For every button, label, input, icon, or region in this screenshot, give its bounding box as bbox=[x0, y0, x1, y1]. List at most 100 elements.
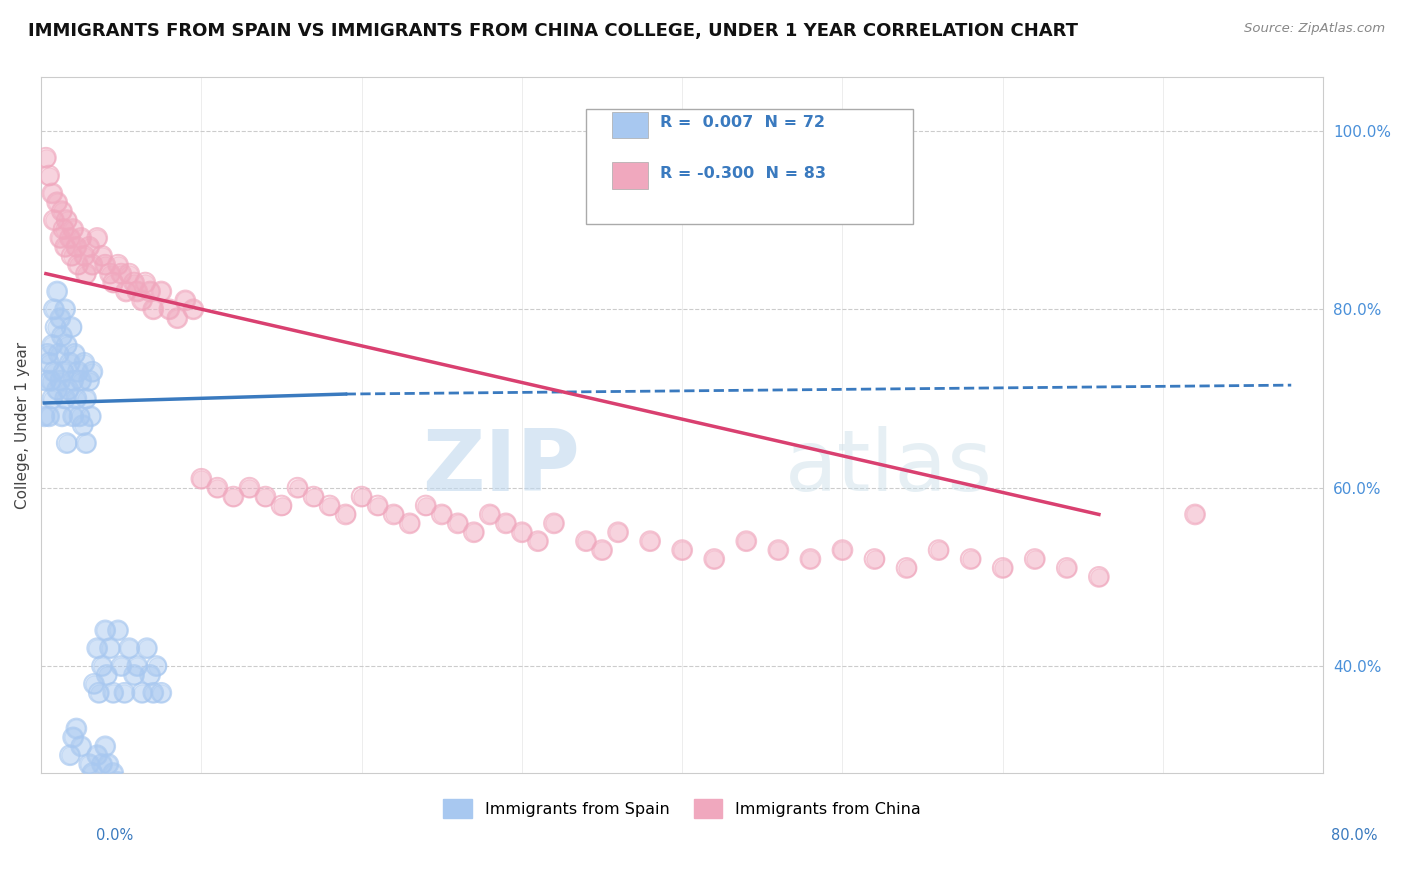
Point bbox=[638, 534, 661, 549]
Point bbox=[134, 276, 156, 290]
Point bbox=[671, 543, 693, 558]
Point bbox=[91, 757, 114, 772]
Point bbox=[150, 285, 173, 299]
Point bbox=[103, 766, 125, 780]
Point bbox=[350, 490, 373, 504]
Text: atlas: atlas bbox=[785, 425, 993, 508]
Point bbox=[55, 213, 77, 227]
Point bbox=[118, 267, 141, 281]
Point bbox=[543, 516, 565, 531]
Point bbox=[72, 418, 94, 433]
Text: IMMIGRANTS FROM SPAIN VS IMMIGRANTS FROM CHINA COLLEGE, UNDER 1 YEAR CORRELATION: IMMIGRANTS FROM SPAIN VS IMMIGRANTS FROM… bbox=[28, 22, 1078, 40]
Point bbox=[46, 383, 69, 397]
Point bbox=[75, 392, 97, 406]
Point bbox=[66, 258, 89, 272]
Text: Source: ZipAtlas.com: Source: ZipAtlas.com bbox=[1244, 22, 1385, 36]
Point bbox=[735, 534, 758, 549]
Point bbox=[118, 267, 141, 281]
Point bbox=[86, 641, 108, 656]
Point bbox=[44, 320, 66, 334]
Point bbox=[70, 231, 93, 245]
Point bbox=[103, 766, 125, 780]
Point bbox=[157, 302, 180, 317]
Point bbox=[77, 240, 100, 254]
Point bbox=[447, 516, 470, 531]
Point bbox=[55, 338, 77, 352]
Point bbox=[415, 499, 437, 513]
Point bbox=[114, 686, 136, 700]
Point bbox=[96, 668, 118, 682]
Point bbox=[39, 374, 62, 388]
Point bbox=[53, 240, 76, 254]
Point bbox=[150, 686, 173, 700]
Point bbox=[42, 213, 65, 227]
Point bbox=[48, 347, 70, 361]
Text: R =  0.007  N = 72: R = 0.007 N = 72 bbox=[661, 115, 825, 130]
Point bbox=[94, 258, 117, 272]
Point bbox=[75, 267, 97, 281]
Point bbox=[86, 641, 108, 656]
Point bbox=[270, 499, 292, 513]
Point bbox=[66, 365, 89, 379]
Point bbox=[139, 668, 162, 682]
Point bbox=[70, 374, 93, 388]
Point bbox=[86, 231, 108, 245]
Point bbox=[1088, 570, 1111, 584]
Point bbox=[238, 481, 260, 495]
Point bbox=[103, 276, 125, 290]
Point bbox=[302, 490, 325, 504]
Point bbox=[59, 748, 82, 763]
Y-axis label: College, Under 1 year: College, Under 1 year bbox=[15, 342, 30, 508]
Point bbox=[94, 739, 117, 754]
Point bbox=[60, 320, 83, 334]
Point bbox=[73, 356, 96, 370]
Point bbox=[42, 302, 65, 317]
Point bbox=[38, 409, 60, 424]
Point bbox=[463, 525, 485, 540]
Point bbox=[1184, 508, 1206, 522]
Text: ZIP: ZIP bbox=[422, 425, 579, 508]
Point bbox=[98, 267, 121, 281]
Point bbox=[91, 659, 114, 673]
FancyBboxPatch shape bbox=[612, 162, 648, 189]
Point bbox=[66, 365, 89, 379]
Point bbox=[51, 329, 73, 343]
Point bbox=[107, 624, 129, 638]
Point bbox=[302, 490, 325, 504]
Point bbox=[82, 365, 104, 379]
Point bbox=[53, 240, 76, 254]
Point bbox=[174, 293, 197, 308]
Point bbox=[86, 748, 108, 763]
Point bbox=[51, 329, 73, 343]
Point bbox=[671, 543, 693, 558]
Point bbox=[183, 302, 205, 317]
Point bbox=[70, 739, 93, 754]
Point bbox=[131, 293, 153, 308]
Point bbox=[222, 490, 245, 504]
Point bbox=[86, 231, 108, 245]
Point bbox=[703, 552, 725, 566]
Point bbox=[51, 409, 73, 424]
Point bbox=[62, 374, 84, 388]
Point bbox=[863, 552, 886, 566]
Point bbox=[98, 641, 121, 656]
Point bbox=[52, 222, 75, 236]
Point bbox=[318, 499, 340, 513]
Point bbox=[131, 686, 153, 700]
Point bbox=[60, 249, 83, 263]
Point bbox=[41, 186, 63, 201]
Point bbox=[94, 739, 117, 754]
Point bbox=[55, 436, 77, 450]
Point bbox=[527, 534, 550, 549]
Point bbox=[367, 499, 389, 513]
Point bbox=[430, 508, 453, 522]
Point bbox=[70, 231, 93, 245]
Point bbox=[53, 302, 76, 317]
Point bbox=[49, 231, 72, 245]
Point bbox=[52, 365, 75, 379]
Point bbox=[97, 757, 120, 772]
Point bbox=[66, 258, 89, 272]
Point bbox=[166, 311, 188, 326]
Point bbox=[430, 508, 453, 522]
Point bbox=[60, 320, 83, 334]
